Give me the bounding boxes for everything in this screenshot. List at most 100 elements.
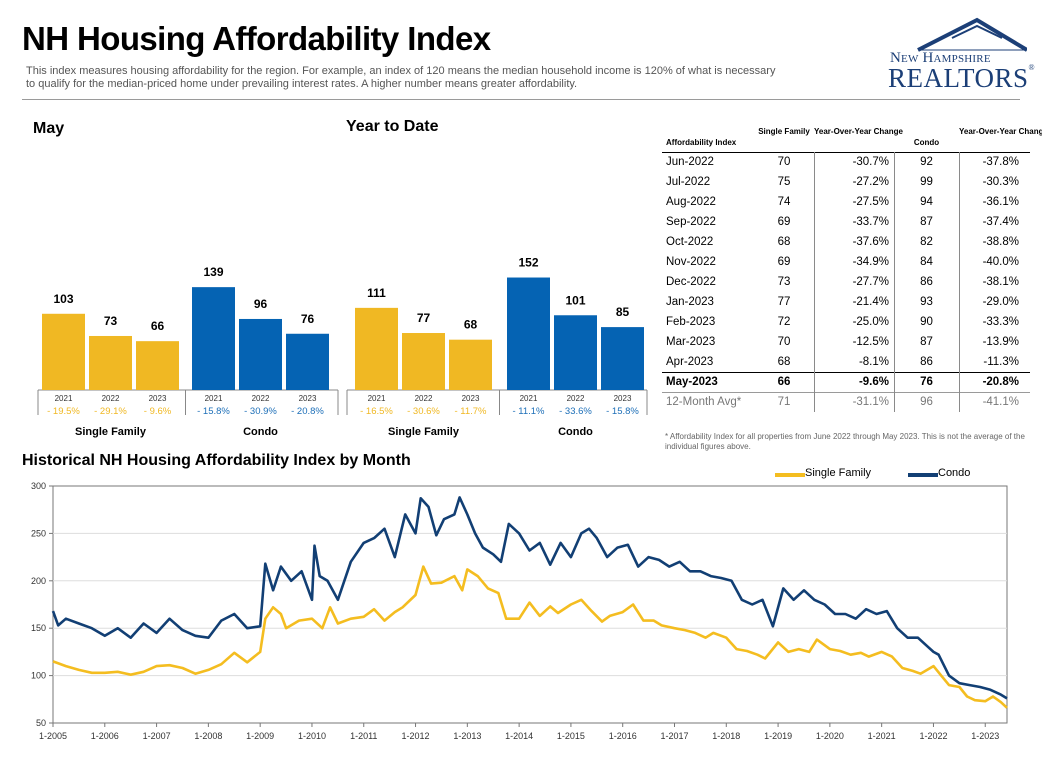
x-tick-label: 1-2023 [971, 731, 999, 741]
row-condo-change: -38.1% [982, 276, 1019, 288]
bar-group-label: Condo [243, 426, 278, 438]
row-condo-value: 99 [920, 176, 933, 188]
table-row: Mar-2023 70 -12.5% 87 -13.9% [662, 332, 1030, 352]
table-row: Aug-2022 74 -27.5% 94 -36.1% [662, 192, 1030, 212]
bar [355, 307, 398, 390]
table-summary-row: 12-Month Avg* 71 -31.1% 96 -41.1% [662, 392, 1030, 412]
row-sf-value: 73 [777, 276, 791, 288]
row-month: 12-Month Avg* [666, 396, 742, 408]
bar-change-label: - 11.7% [454, 406, 487, 417]
bar-change-label: - 11.1% [512, 406, 545, 417]
bar-year-label: 2022 [252, 394, 270, 403]
row-sf-value: 70 [777, 336, 791, 348]
row-condo-value: 92 [920, 156, 933, 168]
ytd-panel-title: Year to Date [346, 118, 439, 135]
row-month: Dec-2022 [666, 276, 716, 288]
bar-change-label: - 30.6% [407, 406, 440, 417]
bar-value-label: 139 [203, 265, 223, 279]
bar-year-label: 2021 [55, 394, 73, 403]
bar-year-label: 2023 [149, 394, 167, 403]
row-sf-change: -33.7% [852, 216, 889, 228]
row-month: Oct-2022 [666, 236, 714, 248]
table-row: May-2023 66 -9.6% 76 -20.8% [662, 372, 1030, 392]
x-tick-label: 1-2022 [919, 731, 947, 741]
x-tick-label: 1-2012 [402, 731, 430, 741]
logo-wordmark: REALTORS [888, 63, 1029, 93]
table-row: Dec-2022 73 -27.7% 86 -38.1% [662, 272, 1030, 292]
bar-year-label: 2023 [462, 394, 480, 403]
table-row: Sep-2022 69 -33.7% 87 -37.4% [662, 212, 1030, 232]
row-condo-value: 87 [920, 216, 933, 228]
x-tick-label: 1-2009 [246, 731, 274, 741]
table-footnote: * Affordability Index for all properties… [665, 432, 1025, 451]
row-sf-change: -9.6% [858, 376, 889, 388]
header-sf-yoy-change: Year-Over-Year Change [814, 127, 903, 136]
row-condo-change: -38.8% [982, 236, 1019, 248]
bar-value-label: 152 [518, 256, 538, 270]
bar-change-label: - 30.9% [244, 406, 277, 417]
table-row: Jul-2022 75 -27.2% 99 -30.3% [662, 172, 1030, 192]
legend-swatch-single-family [775, 473, 805, 477]
table-row: Jun-2022 70 -30.7% 92 -37.8% [662, 152, 1030, 172]
row-sf-value: 68 [777, 236, 791, 248]
row-sf-change: -21.4% [852, 296, 889, 308]
row-condo-value: 86 [920, 276, 933, 288]
table-row: Apr-2023 68 -8.1% 86 -11.3% [662, 352, 1030, 372]
row-condo-value: 84 [920, 256, 933, 268]
legend-label-single-family: Single Family [805, 467, 872, 479]
bar-year-label: 2021 [520, 394, 538, 403]
row-sf-change: -27.5% [852, 196, 889, 208]
bar-group-label: Condo [558, 426, 593, 438]
condo-line [51, 496, 1008, 700]
bar-year-label: 2022 [415, 394, 433, 403]
house-roof-icon [917, 17, 1027, 52]
bar [192, 287, 235, 390]
x-tick-label: 1-2014 [505, 731, 533, 741]
bar-value-label: 66 [151, 319, 165, 333]
row-month: Jan-2023 [666, 296, 714, 308]
bar-change-label: - 15.8% [197, 406, 230, 417]
y-tick-label: 150 [31, 623, 46, 633]
row-sf-change: -27.7% [852, 276, 889, 288]
bar-change-label: - 20.8% [291, 406, 324, 417]
x-tick-label: 1-2020 [816, 731, 844, 741]
bar-year-label: 2022 [567, 394, 585, 403]
x-tick-label: 1-2013 [453, 731, 481, 741]
y-tick-label: 300 [31, 481, 46, 491]
bar-year-label: 2021 [205, 394, 223, 403]
x-tick-label: 1-2010 [298, 731, 326, 741]
row-condo-change: -36.1% [982, 196, 1019, 208]
bar-value-label: 96 [254, 297, 268, 311]
row-sf-value: 74 [777, 196, 791, 208]
header-divider [22, 99, 1020, 100]
y-tick-label: 50 [36, 718, 46, 728]
table-column-divider [959, 152, 960, 412]
row-condo-change: -37.8% [982, 156, 1019, 168]
row-condo-value: 76 [920, 376, 933, 388]
header-single-family: Single Family [758, 127, 810, 136]
row-condo-value: 82 [920, 236, 933, 248]
bar [89, 335, 132, 390]
table-row: Jan-2023 77 -21.4% 93 -29.0% [662, 292, 1030, 312]
bar-group-label: Single Family [388, 426, 460, 438]
bar-change-label: - 15.8% [606, 406, 639, 417]
row-sf-change: -30.7% [852, 156, 889, 168]
row-condo-value: 94 [920, 196, 933, 208]
bar [42, 313, 85, 390]
row-sf-change: -25.0% [852, 316, 889, 328]
bar-value-label: 85 [616, 305, 630, 319]
bar-value-label: 73 [104, 314, 118, 328]
bar-change-label: - 29.1% [94, 406, 127, 417]
row-month: Aug-2022 [666, 196, 716, 208]
row-condo-change: -29.0% [982, 296, 1019, 308]
historical-line-chart: 50 100 150 200 250 300 1-2005 1-2006 1-2007 1-200… [31, 481, 1008, 741]
bar [507, 277, 550, 390]
row-sf-change: -27.2% [852, 176, 889, 188]
row-month: Sep-2022 [666, 216, 716, 228]
row-month: Feb-2023 [666, 316, 716, 328]
row-condo-value: 86 [920, 356, 933, 368]
historical-chart-title: Historical NH Housing Affordability Inde… [22, 452, 411, 469]
table-header-rule [662, 152, 1030, 153]
logo-line-2: REALTORS® [888, 63, 1035, 94]
row-sf-value: 69 [777, 256, 791, 268]
